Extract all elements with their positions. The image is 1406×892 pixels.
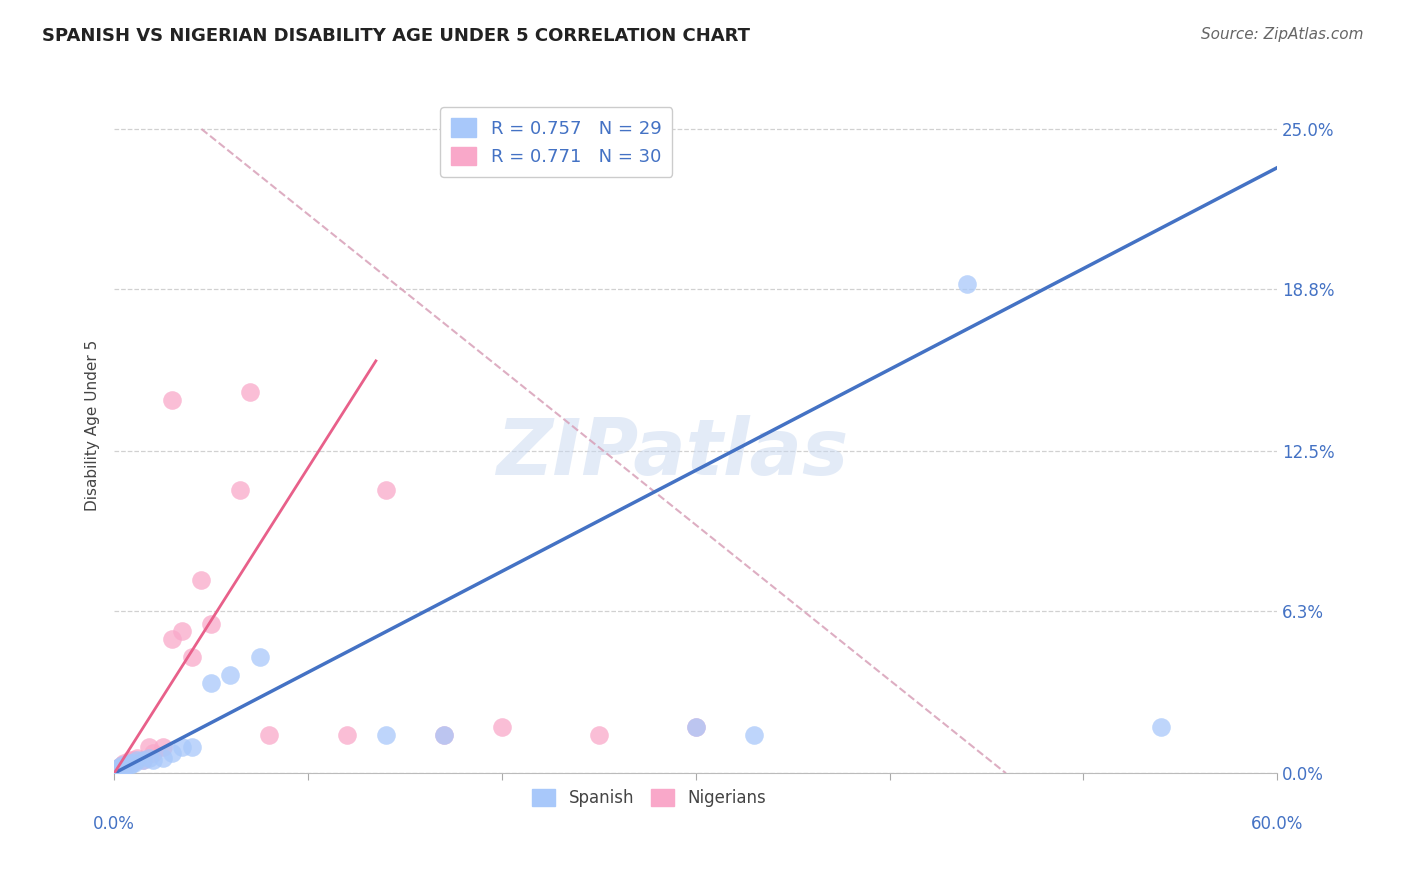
Point bbox=[239, 384, 262, 399]
Point bbox=[122, 753, 145, 767]
Point bbox=[162, 392, 184, 407]
Point bbox=[588, 727, 610, 741]
Point bbox=[114, 758, 136, 772]
Point bbox=[114, 758, 136, 772]
Point bbox=[107, 762, 129, 776]
Point bbox=[170, 624, 193, 639]
Point bbox=[111, 758, 134, 772]
Point bbox=[142, 753, 165, 767]
Point bbox=[132, 753, 155, 767]
Point bbox=[108, 760, 131, 774]
Point bbox=[229, 483, 252, 497]
Point bbox=[108, 761, 131, 775]
Point bbox=[180, 740, 202, 755]
Legend: Spanish, Nigerians: Spanish, Nigerians bbox=[526, 782, 773, 814]
Point bbox=[105, 764, 128, 778]
Point bbox=[112, 761, 135, 775]
Text: 60.0%: 60.0% bbox=[1251, 815, 1303, 833]
Point bbox=[118, 753, 141, 767]
Point bbox=[152, 740, 174, 755]
Text: SPANISH VS NIGERIAN DISABILITY AGE UNDER 5 CORRELATION CHART: SPANISH VS NIGERIAN DISABILITY AGE UNDER… bbox=[42, 27, 751, 45]
Point bbox=[249, 650, 271, 665]
Point bbox=[118, 758, 141, 772]
Point bbox=[127, 753, 149, 767]
Point bbox=[374, 727, 396, 741]
Point bbox=[127, 750, 149, 764]
Point bbox=[112, 756, 135, 770]
Point bbox=[111, 758, 134, 772]
Point bbox=[162, 746, 184, 760]
Point bbox=[200, 676, 222, 690]
Point bbox=[142, 746, 165, 760]
Point bbox=[685, 720, 707, 734]
Text: 0.0%: 0.0% bbox=[93, 815, 135, 833]
Point bbox=[121, 756, 143, 770]
Point bbox=[259, 727, 281, 741]
Point bbox=[219, 668, 242, 682]
Point bbox=[433, 727, 456, 741]
Point bbox=[105, 762, 128, 776]
Point bbox=[742, 727, 765, 741]
Point bbox=[117, 756, 139, 770]
Point bbox=[138, 750, 160, 764]
Point bbox=[117, 756, 139, 770]
Point bbox=[336, 727, 359, 741]
Point bbox=[105, 764, 128, 778]
Point bbox=[170, 740, 193, 755]
Point bbox=[685, 720, 707, 734]
Text: Source: ZipAtlas.com: Source: ZipAtlas.com bbox=[1201, 27, 1364, 42]
Point bbox=[956, 277, 979, 291]
Point bbox=[152, 750, 174, 764]
Point bbox=[122, 756, 145, 770]
Point bbox=[162, 632, 184, 647]
Y-axis label: Disability Age Under 5: Disability Age Under 5 bbox=[86, 340, 100, 511]
Point bbox=[374, 483, 396, 497]
Point bbox=[491, 720, 513, 734]
Text: ZIPatlas: ZIPatlas bbox=[496, 415, 849, 491]
Point bbox=[190, 573, 212, 587]
Point bbox=[108, 764, 131, 778]
Point bbox=[433, 727, 456, 741]
Point bbox=[107, 761, 129, 775]
Point bbox=[180, 650, 202, 665]
Point bbox=[105, 761, 128, 775]
Point bbox=[138, 740, 160, 755]
Point bbox=[1150, 720, 1173, 734]
Point bbox=[132, 753, 155, 767]
Point bbox=[200, 616, 222, 631]
